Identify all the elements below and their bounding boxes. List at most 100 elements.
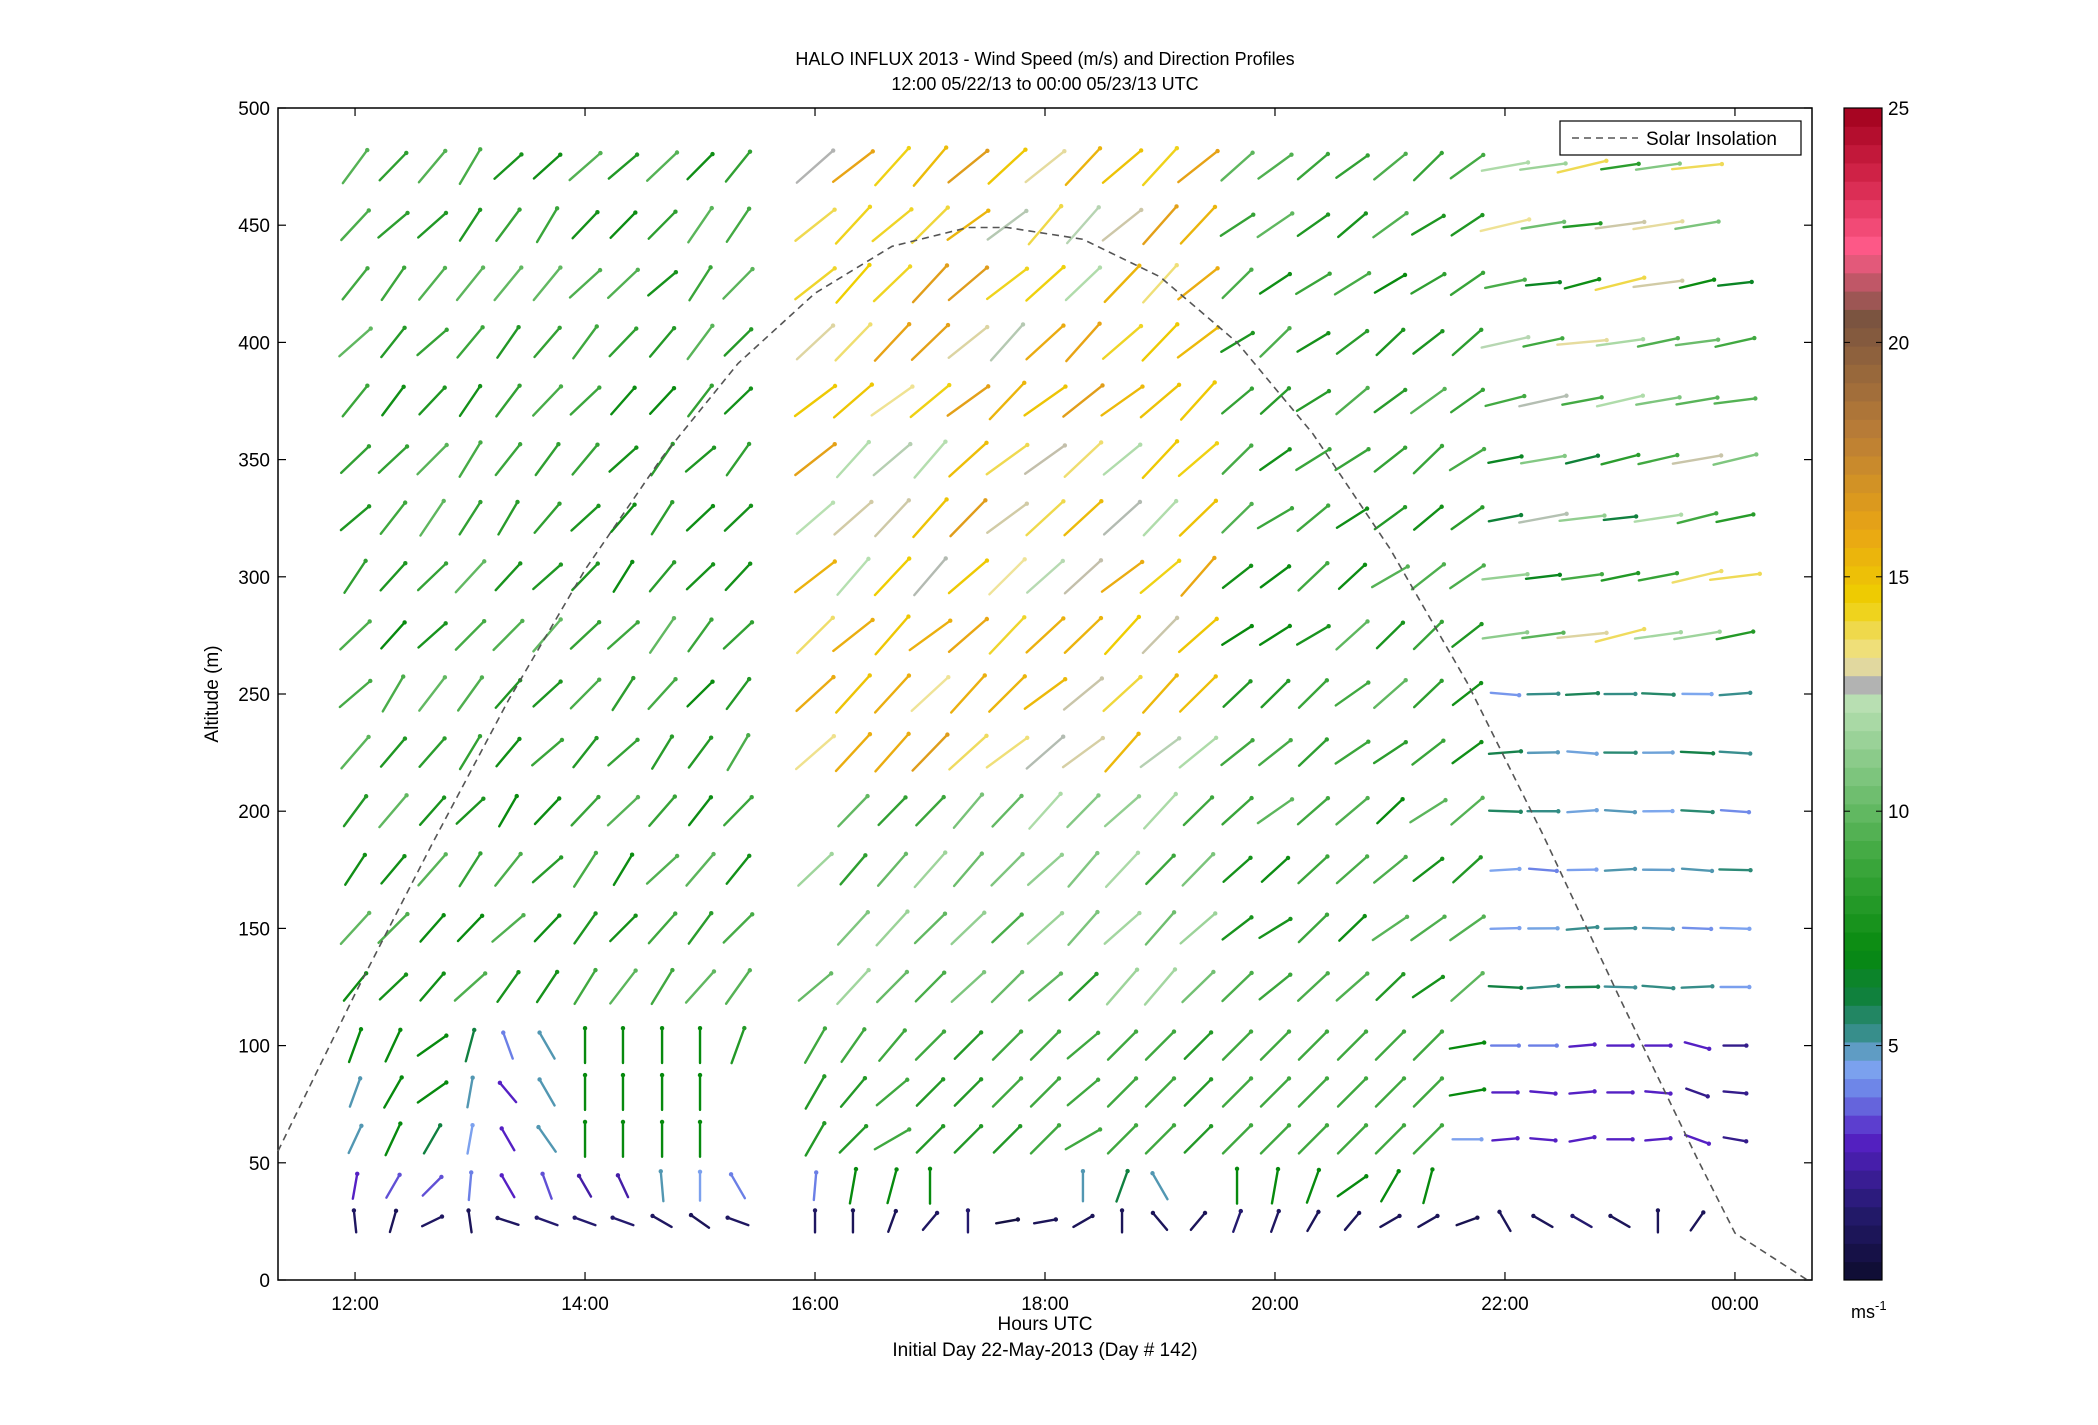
wind-barb-175m-27 <box>1412 856 1445 882</box>
wind-barb-150m-13 <box>875 909 910 947</box>
wind-barb-head <box>906 614 911 619</box>
wind-barb-head <box>517 736 522 742</box>
wind-barb-shaft <box>873 1128 911 1151</box>
wind-barb-head <box>1174 615 1180 621</box>
wind-barb-shaft <box>1412 1124 1444 1155</box>
wind-barb-shaft <box>1072 1214 1094 1229</box>
wind-barb-325m-28 <box>1450 505 1485 531</box>
wind-barb-shaft <box>648 795 677 828</box>
wind-barb-head <box>355 1171 360 1177</box>
wind-barb-head <box>1061 264 1066 270</box>
wind-barb-head <box>1213 498 1219 504</box>
wind-barb-head <box>1519 454 1524 459</box>
wind-barb-shaft <box>645 151 679 182</box>
colorbar-segment-41 <box>1844 510 1882 530</box>
wind-barb-head <box>1557 572 1563 578</box>
wind-barb-head <box>596 794 601 800</box>
wind-barb-100m-8 <box>659 1026 665 1065</box>
wind-barb-head <box>1642 219 1647 225</box>
wind-barb-175m-35 <box>1718 867 1753 873</box>
wind-barb-shaft <box>1103 795 1141 828</box>
wind-barb-250m-26 <box>1373 677 1408 710</box>
wind-barb-head <box>832 266 837 271</box>
wind-barb-head <box>596 620 602 625</box>
wind-barb-175m-26 <box>1373 854 1408 884</box>
wind-barb-shaft <box>946 209 990 241</box>
wind-barb-325m-18 <box>1063 499 1104 537</box>
wind-barb-head <box>1526 217 1532 222</box>
wind-barb-head <box>1136 794 1142 799</box>
wind-barb-shaft <box>949 674 986 714</box>
wind-barb-425m-5 <box>532 265 563 302</box>
wind-barb-25m-4 <box>495 1215 520 1226</box>
wind-barb-head <box>659 1072 665 1078</box>
wind-barb-275m-34 <box>1673 629 1722 641</box>
wind-barb-shaft <box>991 1030 1023 1061</box>
wind-barb-shaft <box>1518 394 1568 408</box>
wind-barb-shaft <box>1334 740 1370 765</box>
wind-barb-head <box>1515 1136 1520 1141</box>
wind-barb-shaft <box>875 970 909 1004</box>
wind-barb-head <box>1719 568 1724 574</box>
wind-barb-shaft <box>1594 220 1646 230</box>
wind-barb-shaft <box>686 324 714 361</box>
wind-barb-300m-30 <box>1524 572 1563 580</box>
wind-barb-shaft <box>876 852 908 887</box>
wind-barb-head <box>1275 1166 1281 1172</box>
wind-barb-450m-18 <box>1065 205 1101 245</box>
wind-barb-100m-14 <box>914 1029 947 1061</box>
wind-barb-350m-17 <box>1023 443 1068 475</box>
wind-barb-shaft <box>1139 559 1181 595</box>
wind-barb-shaft <box>1296 625 1330 646</box>
wind-barb-shaft <box>913 440 947 479</box>
wind-barb-shaft <box>1219 213 1255 237</box>
wind-barb-head <box>1635 570 1641 576</box>
wind-barb-head <box>832 442 837 447</box>
wind-barb-450m-21 <box>1179 204 1218 245</box>
wind-barb-shaft <box>687 796 713 827</box>
wind-barb-head <box>582 1072 588 1078</box>
wind-barb-100m-19 <box>1106 1029 1139 1061</box>
wind-barb-shaft <box>1100 385 1144 417</box>
wind-barb-head <box>442 675 448 680</box>
wind-barb-100m-22 <box>1221 1029 1254 1061</box>
wind-barb-40m-14 <box>927 1166 933 1205</box>
wind-barb-350m-25 <box>1334 446 1371 472</box>
wind-barb-shaft <box>834 205 872 245</box>
wind-barb-shaft <box>1479 218 1531 233</box>
wind-barb-shaft <box>988 616 1026 655</box>
wind-barb-shaft <box>1183 1078 1213 1107</box>
wind-barb-head <box>1440 974 1446 980</box>
wind-barb-head <box>1238 1208 1243 1214</box>
colorbar-segment-4 <box>1844 1188 1882 1208</box>
wind-barb-shaft <box>875 1078 909 1107</box>
wind-barb-head <box>1561 219 1567 224</box>
wind-barb-shaft <box>1063 441 1103 478</box>
wind-barb-shaft <box>1102 443 1142 476</box>
wind-barb-head <box>1174 439 1180 444</box>
wind-barb-80m-21 <box>1183 1077 1214 1107</box>
wind-barb-475m-3 <box>458 147 483 186</box>
wind-barb-shaft <box>1063 500 1103 537</box>
wind-barb-head <box>1441 562 1447 567</box>
wind-barb-head <box>466 1208 471 1213</box>
wind-barb-shaft <box>831 150 874 184</box>
wind-barb-375m-17 <box>1023 384 1068 417</box>
wind-barb-100m-35 <box>1722 1043 1749 1048</box>
wind-barb-head <box>1097 146 1103 151</box>
wind-barb-40m-13 <box>886 1167 899 1205</box>
wind-barb-head <box>906 145 912 151</box>
wind-barb-200m-5 <box>533 796 562 826</box>
wind-barb-head <box>1286 1029 1292 1034</box>
wind-barb-head <box>903 795 908 800</box>
wind-barb-head <box>688 1212 694 1218</box>
wind-barb-head <box>1553 1091 1558 1096</box>
wind-barb-shaft <box>1334 681 1370 707</box>
wind-barb-head <box>1751 512 1756 517</box>
wind-barb-shaft <box>532 680 562 708</box>
wind-barb-head <box>866 439 871 445</box>
wind-barb-60m-29 <box>1491 1136 1520 1142</box>
wind-barb-shaft <box>496 971 520 1003</box>
wind-barb-shaft <box>1641 984 1675 990</box>
wind-barb-head <box>1060 734 1066 739</box>
